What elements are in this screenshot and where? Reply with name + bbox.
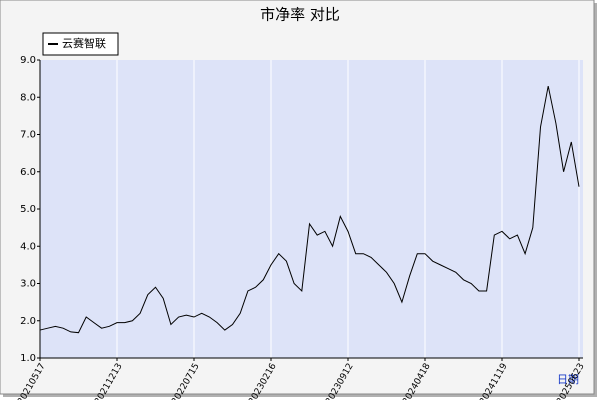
y-tick-label: 3.0 (20, 279, 36, 290)
y-tick-label: 4.0 (20, 241, 36, 252)
y-tick-label: 7.0 (20, 130, 36, 141)
y-tick-label: 8.0 (20, 92, 36, 103)
y-tick-label: 9.0 (20, 55, 36, 66)
y-tick-label: 2.0 (20, 316, 36, 327)
data-line (39, 85, 580, 334)
legend-box (42, 32, 119, 56)
y-tick-label: 6.0 (20, 167, 36, 178)
plot-area (40, 60, 583, 358)
legend-label: 云赛智联 (62, 36, 106, 50)
chart-title: 市净率 对比 (260, 6, 340, 24)
x-axis-label: 日期 (557, 373, 579, 386)
y-tick-label: 1.0 (20, 353, 36, 364)
y-tick-label: 5.0 (20, 204, 36, 215)
